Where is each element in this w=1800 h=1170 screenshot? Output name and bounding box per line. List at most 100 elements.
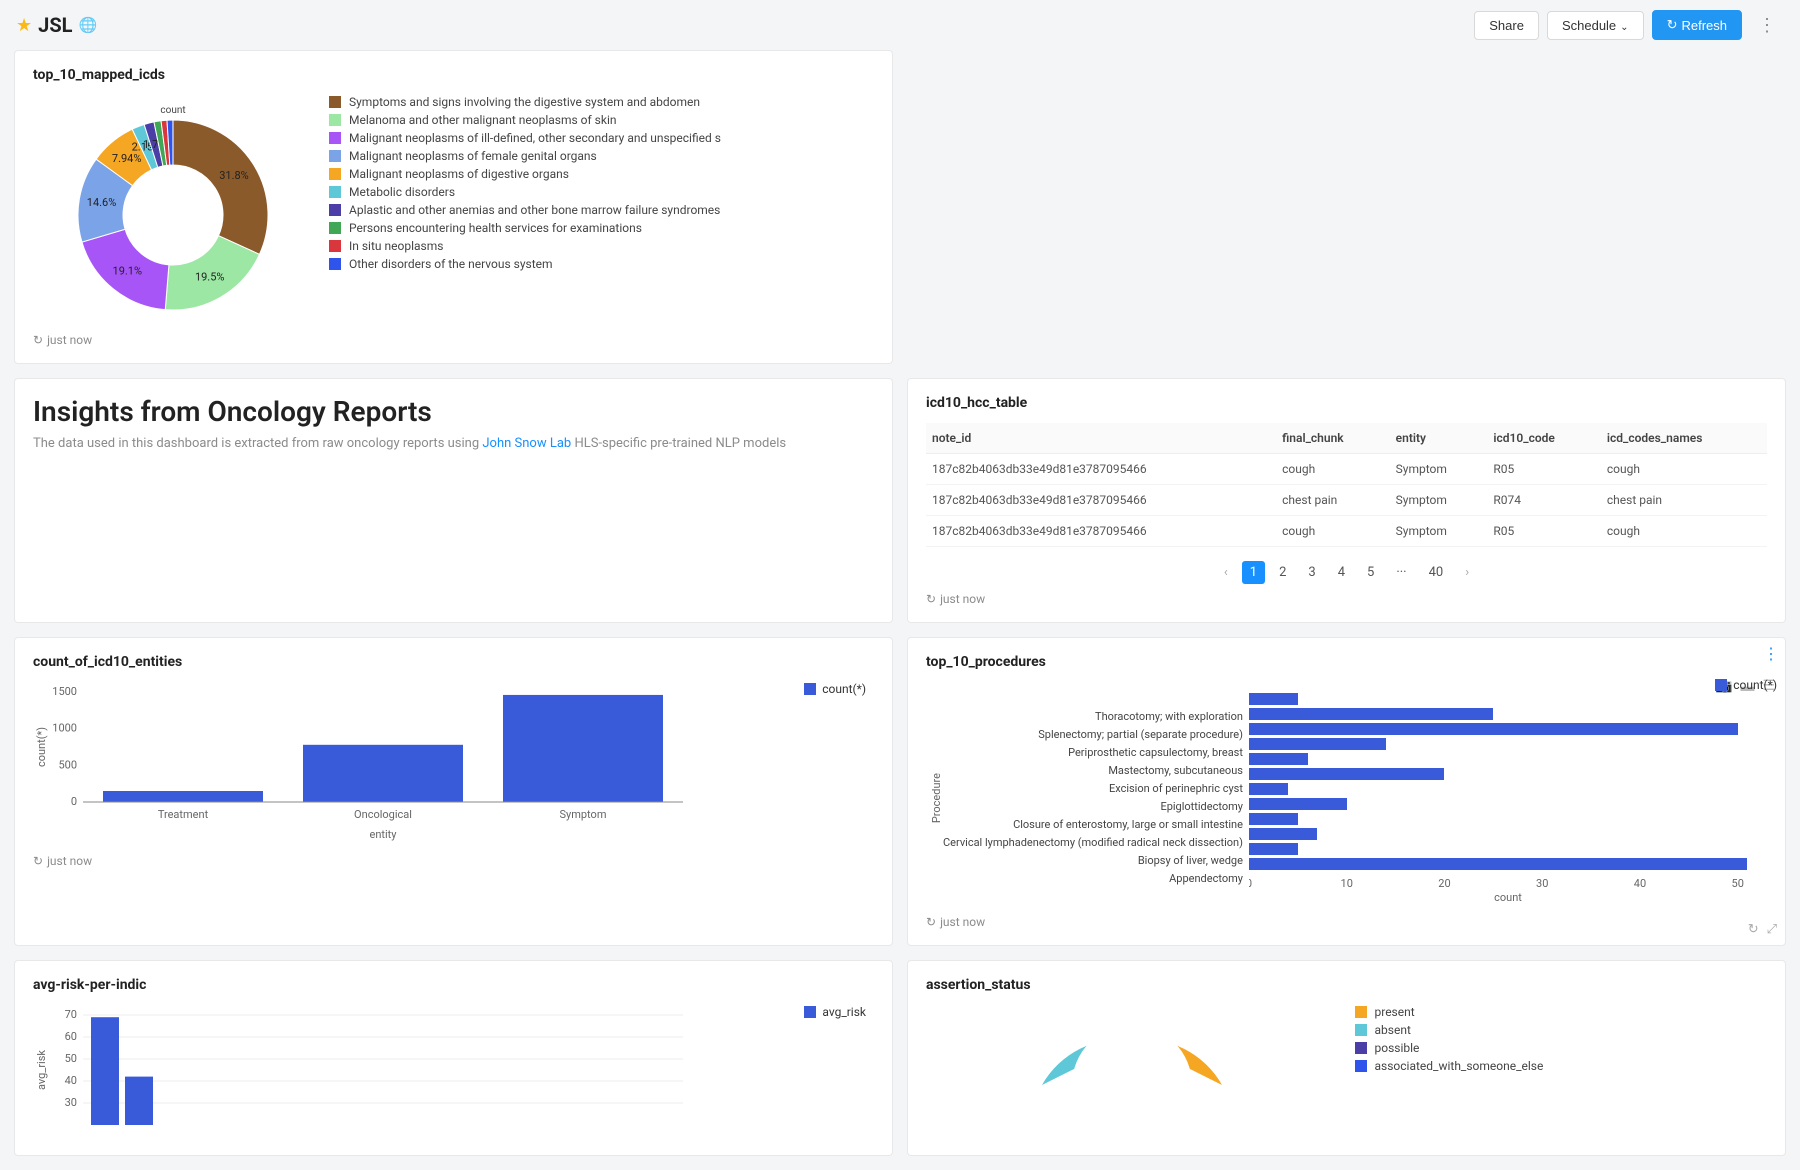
table-row[interactable]: 187c82b4063db33e49d81e3787095466coughSym… [926, 454, 1767, 485]
panel-menu-icon[interactable]: ⋮ [1763, 644, 1779, 663]
topbar: ★ JSL 🌐 Share Schedule⌄ ↻Refresh ⋮ [0, 0, 1800, 50]
legend-item[interactable]: associated_with_someone_else [1355, 1059, 1768, 1073]
legend-label: Metabolic disorders [349, 185, 455, 199]
table-cell: R05 [1487, 516, 1601, 547]
pager-prev[interactable]: ‹ [1216, 561, 1236, 584]
hero-sub-prefix: The data used in this dashboard is extra… [33, 436, 482, 451]
legend-item[interactable]: Persons encountering health services for… [329, 221, 874, 235]
table-row[interactable]: 187c82b4063db33e49d81e3787095466coughSym… [926, 516, 1767, 547]
refresh-label: Refresh [1681, 18, 1727, 33]
table-cell: Symptom [1390, 454, 1488, 485]
svg-text:50: 50 [65, 1052, 77, 1065]
hero-title: Insights from Oncology Reports [33, 395, 874, 428]
hbar-label [943, 888, 1243, 906]
jsl-link[interactable]: John Snow Lab [482, 436, 571, 451]
table-header[interactable]: final_chunk [1276, 423, 1390, 454]
pager-page[interactable]: 4 [1330, 561, 1353, 584]
hbar-bar [1249, 753, 1308, 765]
svg-text:Symptom: Symptom [560, 808, 607, 821]
svg-text:50: 50 [1731, 877, 1743, 890]
legend-item[interactable]: Melanoma and other malignant neoplasms o… [329, 113, 874, 127]
table-cell: cough [1276, 516, 1390, 547]
assertion-panel: assertion_status count(*) present absent p… [907, 960, 1786, 1156]
avgrisk-chart: 3040506070avg_risk [33, 1005, 693, 1135]
legend-swatch [329, 258, 341, 270]
pager-page[interactable]: 5 [1359, 561, 1382, 584]
hbar-bar [1249, 738, 1386, 750]
legend-item[interactable]: possible [1355, 1041, 1768, 1055]
app-title: JSL [38, 13, 72, 37]
legend-swatch [329, 132, 341, 144]
legend-swatch [329, 150, 341, 162]
avgrisk-title: avg-risk-per-indic [33, 977, 874, 993]
table-cell: chest pain [1276, 485, 1390, 516]
hbar-refresh: ↻just now [926, 915, 1767, 929]
more-menu-icon[interactable]: ⋮ [1750, 11, 1784, 40]
vbar-refresh-text: just now [47, 854, 92, 868]
pager-page[interactable]: 1 [1242, 561, 1265, 584]
star-icon[interactable]: ★ [16, 15, 32, 36]
hbar-labels: Thoracotomy; with explorationSplenectomy… [943, 690, 1249, 906]
refresh-spin-icon: ↻ [1667, 17, 1678, 33]
pager-page[interactable]: 2 [1271, 561, 1294, 584]
legend-item[interactable]: Malignant neoplasms of ill-defined, othe… [329, 131, 874, 145]
table-refresh: ↻just now [926, 592, 1767, 606]
assertion-title: assertion_status [926, 977, 1767, 993]
schedule-button[interactable]: Schedule⌄ [1547, 11, 1644, 40]
pager-next[interactable]: › [1457, 561, 1477, 584]
table-header[interactable]: entity [1390, 423, 1488, 454]
legend-item[interactable]: In situ neoplasms [329, 239, 874, 253]
hbar-xaxis: 01020304050count [1249, 873, 1767, 903]
hbar-label [943, 690, 1243, 708]
table-cell: R074 [1487, 485, 1601, 516]
pager-page[interactable]: 40 [1421, 561, 1452, 584]
pager-page[interactable]: 3 [1300, 561, 1323, 584]
table-cell: cough [1276, 454, 1390, 485]
legend-item[interactable]: Symptoms and signs involving the digesti… [329, 95, 874, 109]
svg-text:500: 500 [58, 758, 77, 771]
hbar-bar [1249, 858, 1747, 870]
table-header[interactable]: icd10_code [1487, 423, 1601, 454]
hbar-bar [1249, 768, 1444, 780]
table-cell: cough [1601, 454, 1767, 485]
legend-label: Malignant neoplasms of female genital or… [349, 149, 597, 163]
legend-swatch [1355, 1042, 1367, 1054]
legend-item[interactable]: Aplastic and other anemias and other bon… [329, 203, 874, 217]
hbar-label: Excision of perinephric cyst [943, 780, 1243, 798]
svg-text:0: 0 [1249, 877, 1252, 890]
svg-text:19.1%: 19.1% [113, 264, 143, 277]
hbar-label: Appendectomy [943, 870, 1243, 888]
hbar-label: Periprosthetic capsulectomy, breast [943, 744, 1243, 762]
table-row[interactable]: 187c82b4063db33e49d81e3787095466chest pa… [926, 485, 1767, 516]
table-header[interactable]: icd_codes_names [1601, 423, 1767, 454]
icd-table-panel: icd10_hcc_table note_idfinal_chunkentity… [907, 378, 1786, 623]
legend-label: associated_with_someone_else [1375, 1059, 1544, 1073]
vbar-chart: 050010001500count(*)TreatmentOncological… [33, 682, 693, 842]
assertion-chart: count(*) [926, 1005, 1339, 1089]
legend-item[interactable]: absent [1355, 1023, 1768, 1037]
legend-item[interactable]: present [1355, 1005, 1768, 1019]
hero-panel: Insights from Oncology Reports The data … [14, 378, 893, 623]
hbar-label: Closure of enterostomy, large or small i… [943, 816, 1243, 834]
svg-text:60: 60 [65, 1030, 77, 1043]
svg-text:Oncological: Oncological [354, 808, 412, 821]
legend-item[interactable]: Malignant neoplasms of digestive organs [329, 167, 874, 181]
hbar-bar [1249, 693, 1298, 705]
globe-icon[interactable]: 🌐 [78, 16, 97, 34]
hbar-label: Thoracotomy; with exploration [943, 708, 1243, 726]
legend-item[interactable]: Malignant neoplasms of female genital or… [329, 149, 874, 163]
expand-icon[interactable]: ⤢ [1767, 922, 1777, 937]
legend-swatch [329, 114, 341, 126]
refresh-button[interactable]: ↻Refresh [1652, 10, 1742, 40]
svg-text:30: 30 [65, 1096, 77, 1109]
avgrisk-legend: avg_risk [804, 1005, 866, 1019]
legend-swatch [1355, 1060, 1367, 1072]
table-refresh-text: just now [940, 592, 985, 606]
sync-icon[interactable]: ↻ [1748, 922, 1759, 937]
legend-item[interactable]: Metabolic disorders [329, 185, 874, 199]
table-cell: R05 [1487, 454, 1601, 485]
hero-subtitle: The data used in this dashboard is extra… [33, 436, 874, 451]
legend-item[interactable]: Other disorders of the nervous system [329, 257, 874, 271]
table-header[interactable]: note_id [926, 423, 1276, 454]
share-button[interactable]: Share [1474, 11, 1539, 40]
